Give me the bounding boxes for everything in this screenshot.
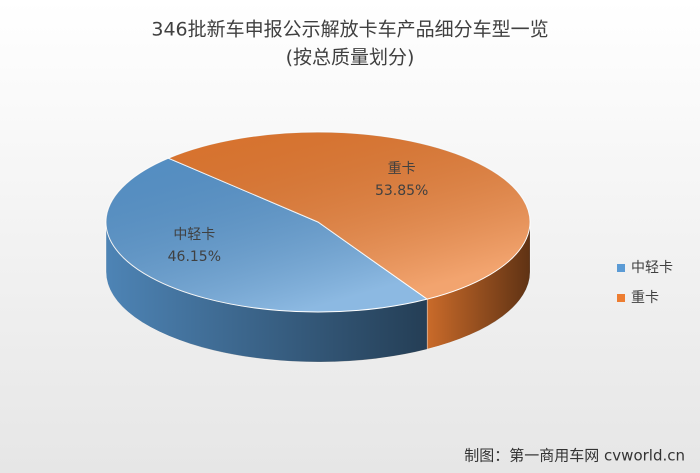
pie-side-shade bbox=[427, 222, 530, 350]
source: 制图：第一商用车网 cvworld.cn bbox=[464, 447, 685, 465]
pie-slice-shade bbox=[105, 158, 428, 312]
data-label: 46.15% bbox=[168, 249, 221, 265]
legend-swatch bbox=[617, 294, 625, 302]
legend-swatch bbox=[617, 264, 625, 272]
data-label-name: 重卡 bbox=[388, 161, 416, 177]
pie-slice-shade bbox=[168, 132, 530, 300]
chart-subtitle: (按总质量划分) bbox=[286, 47, 415, 69]
legend-label: 重卡 bbox=[631, 290, 659, 306]
legend-label: 中轻卡 bbox=[631, 260, 673, 276]
pie-side-shade bbox=[106, 222, 428, 363]
chart-title: 346批新车申报公示解放卡车产品细分车型一览 bbox=[151, 19, 548, 41]
data-label: 53.85% bbox=[375, 183, 428, 199]
pie: 中轻卡 46.15% 重卡 53.85% bbox=[105, 131, 531, 363]
data-label-name: 中轻卡 bbox=[173, 227, 215, 243]
